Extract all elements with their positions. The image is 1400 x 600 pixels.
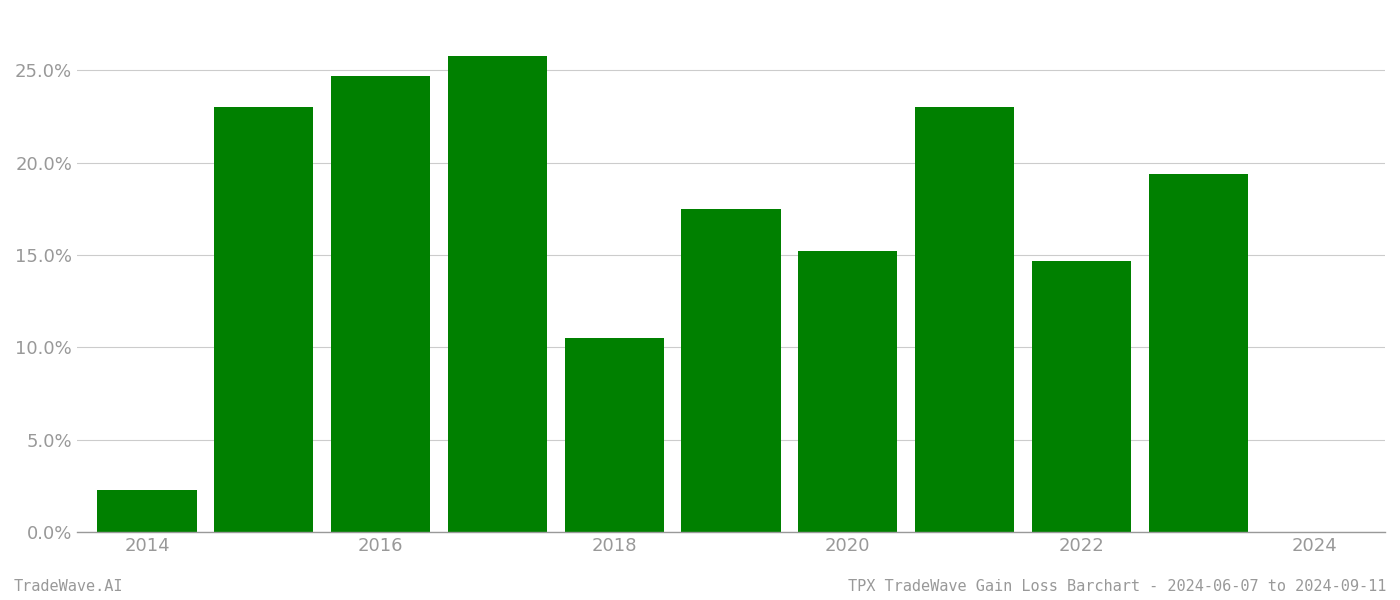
Bar [798, 251, 897, 532]
Bar [98, 490, 196, 532]
Bar [564, 338, 664, 532]
Bar [916, 107, 1014, 532]
Bar [1032, 260, 1131, 532]
Text: TPX TradeWave Gain Loss Barchart - 2024-06-07 to 2024-09-11: TPX TradeWave Gain Loss Barchart - 2024-… [847, 579, 1386, 594]
Bar [214, 107, 314, 532]
Bar [330, 76, 430, 532]
Bar [448, 56, 547, 532]
Bar [682, 209, 781, 532]
Bar [1148, 174, 1247, 532]
Text: TradeWave.AI: TradeWave.AI [14, 579, 123, 594]
